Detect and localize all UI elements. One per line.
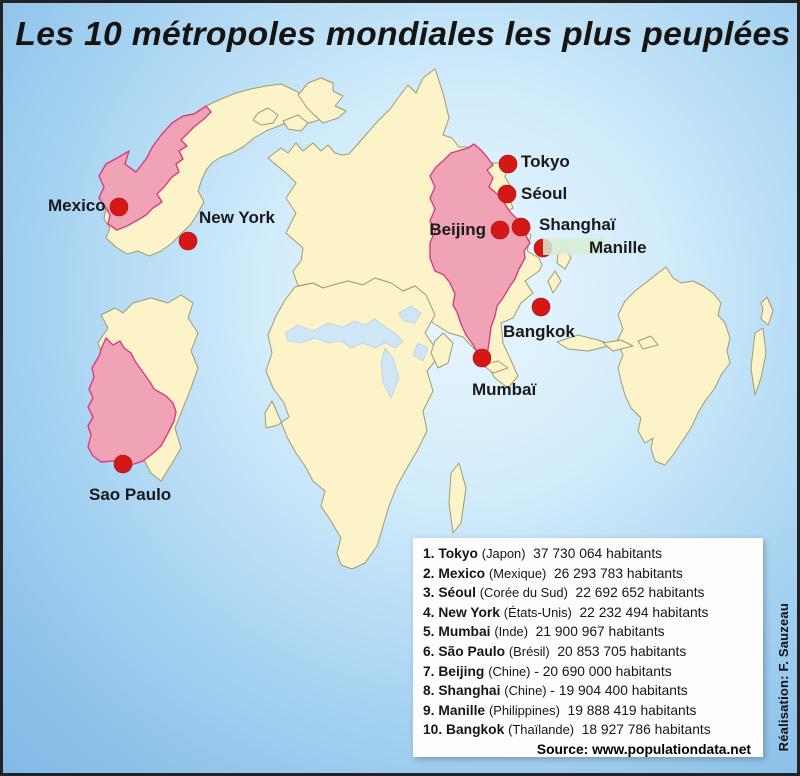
svg-text:Mexico: Mexico bbox=[48, 196, 106, 215]
svg-text:Bangkok: Bangkok bbox=[503, 322, 575, 341]
svg-text:Manille: Manille bbox=[589, 238, 647, 257]
svg-text:Tokyo: Tokyo bbox=[521, 152, 570, 171]
svg-text:Shanghaï: Shanghaï bbox=[539, 215, 617, 234]
svg-text:Sao Paulo: Sao Paulo bbox=[89, 485, 171, 504]
svg-text:Séoul: Séoul bbox=[521, 184, 567, 203]
svg-text:New York: New York bbox=[199, 208, 275, 227]
svg-text:Mumbaï: Mumbaï bbox=[472, 380, 538, 399]
svg-text:Beijing: Beijing bbox=[429, 220, 486, 239]
